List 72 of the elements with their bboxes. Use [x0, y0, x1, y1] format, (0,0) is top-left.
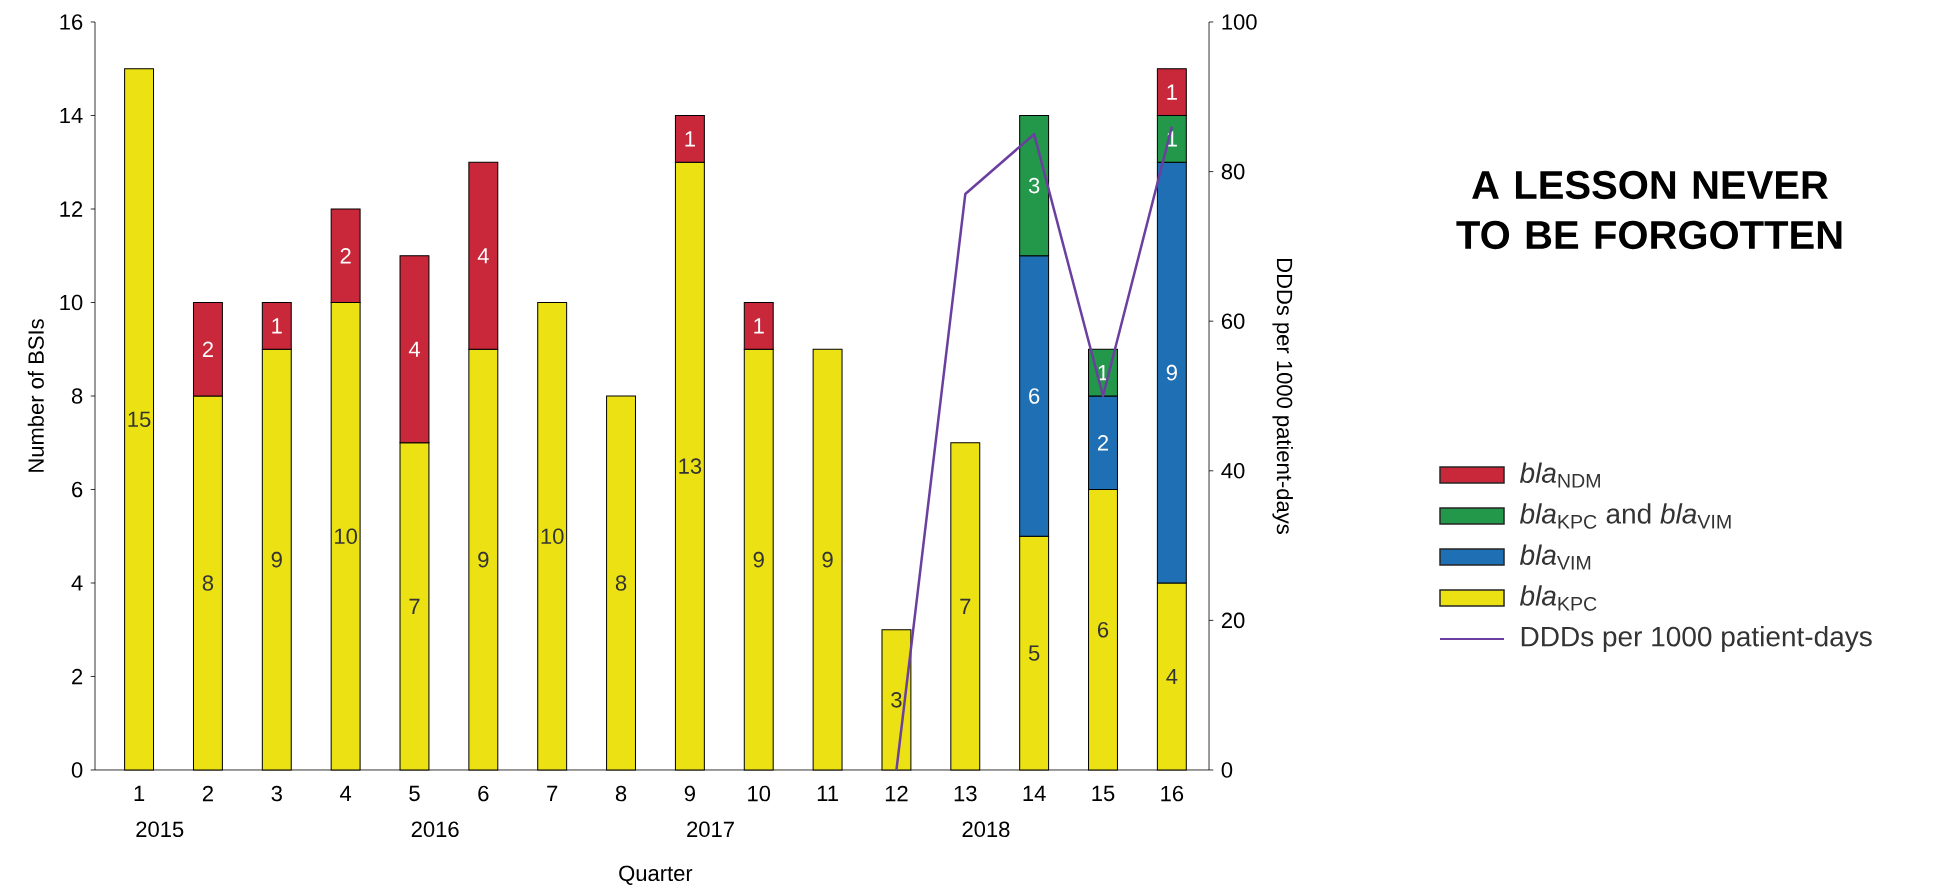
data-label: 2	[1097, 435, 1109, 451]
y-tick-label: 0	[71, 762, 83, 778]
data-label: 9	[822, 551, 833, 568]
data-label: 9	[1166, 364, 1177, 381]
y2-tick-label: 20	[1221, 612, 1245, 629]
data-label: 10	[335, 528, 357, 545]
x-tick-label: 11	[817, 785, 838, 801]
data-label: 4	[477, 248, 489, 264]
data-label: 4	[408, 341, 420, 357]
data-label: 1	[754, 318, 764, 334]
x-tick-label: 6	[478, 785, 489, 802]
y-axis-title: Number of BSIs	[27, 319, 44, 472]
data-label: 9	[753, 551, 764, 568]
x-tick-label: 8	[615, 785, 627, 802]
x-tick-label: 15	[1092, 785, 1115, 802]
data-label: 8	[615, 575, 627, 591]
data-label: 13	[679, 458, 702, 474]
data-label: 15	[128, 411, 151, 428]
data-label: 6	[1029, 388, 1040, 404]
data-label: 6	[1097, 621, 1109, 638]
x-tick-label: 16	[1161, 785, 1184, 802]
x-axis-title: Quarter	[619, 865, 693, 885]
legend-label: DDDs per 1000 patient-days	[1521, 625, 1872, 653]
data-label: 8	[202, 575, 214, 591]
legend-label: bla$_{VIM}$	[1519, 544, 1591, 570]
x-tick-label: 2	[202, 785, 213, 802]
data-label: 3	[891, 692, 902, 708]
y-tick-label: 4	[71, 575, 83, 591]
x-tick-label: 10	[748, 785, 771, 802]
data-label: 9	[478, 551, 489, 568]
x-tick-label: 3	[271, 785, 282, 802]
text: 2015	[136, 821, 184, 838]
data-label: 10	[541, 528, 564, 545]
data-label: 7	[960, 598, 971, 614]
x-tick-label: 4	[340, 785, 352, 801]
data-label: 1	[685, 131, 695, 147]
y-tick-label: 14	[60, 107, 83, 124]
x-tick-label: 13	[954, 785, 977, 802]
x-tick-label: 7	[547, 785, 558, 801]
y-tick-label: 6	[72, 481, 83, 498]
y2-tick-label: 0	[1221, 762, 1233, 778]
x-tick-label: 5	[409, 785, 420, 802]
text: 2016	[411, 821, 459, 838]
x-tick-label: 12	[885, 785, 908, 802]
y-tick-label: 10	[60, 294, 83, 311]
text: 2018	[962, 821, 1010, 838]
data-label: 1	[272, 318, 282, 334]
x-tick-label: 14	[1023, 785, 1046, 801]
data-label: 3	[1028, 177, 1040, 194]
data-label: 5	[1028, 645, 1040, 661]
y2-tick-label: 60	[1221, 313, 1245, 329]
data-label: 1	[1167, 84, 1177, 100]
y2-axis-title: DDDs per 1000 patient-days	[1272, 258, 1293, 534]
x-tick-label: 1	[134, 785, 145, 801]
data-label: 4	[1166, 668, 1178, 685]
y2-tick-label: 100	[1222, 14, 1257, 30]
y-tick-label: 8	[71, 388, 83, 404]
y-tick-label: 12	[60, 201, 83, 217]
y-tick-label: 16	[60, 14, 83, 30]
data-label: 7	[409, 598, 420, 614]
data-label: 2	[340, 248, 351, 264]
text: 2017	[687, 821, 734, 838]
legend-label: bla$_{KPC}$	[1519, 585, 1597, 611]
data-label: 2	[202, 341, 213, 357]
y-tick-label: 2	[72, 668, 83, 685]
y2-tick-label: 40	[1221, 462, 1245, 479]
data-label: 9	[271, 551, 282, 568]
y2-tick-label: 80	[1221, 163, 1245, 180]
text: A LESSON NEVER TO BE FORGOTTEN	[1456, 170, 1842, 250]
legend-label: bla$_{KPC}$ and bla$_{VIM}$	[1519, 503, 1731, 529]
legend-label: bla$_{NDM}$	[1519, 462, 1600, 488]
x-tick-label: 9	[684, 785, 695, 802]
